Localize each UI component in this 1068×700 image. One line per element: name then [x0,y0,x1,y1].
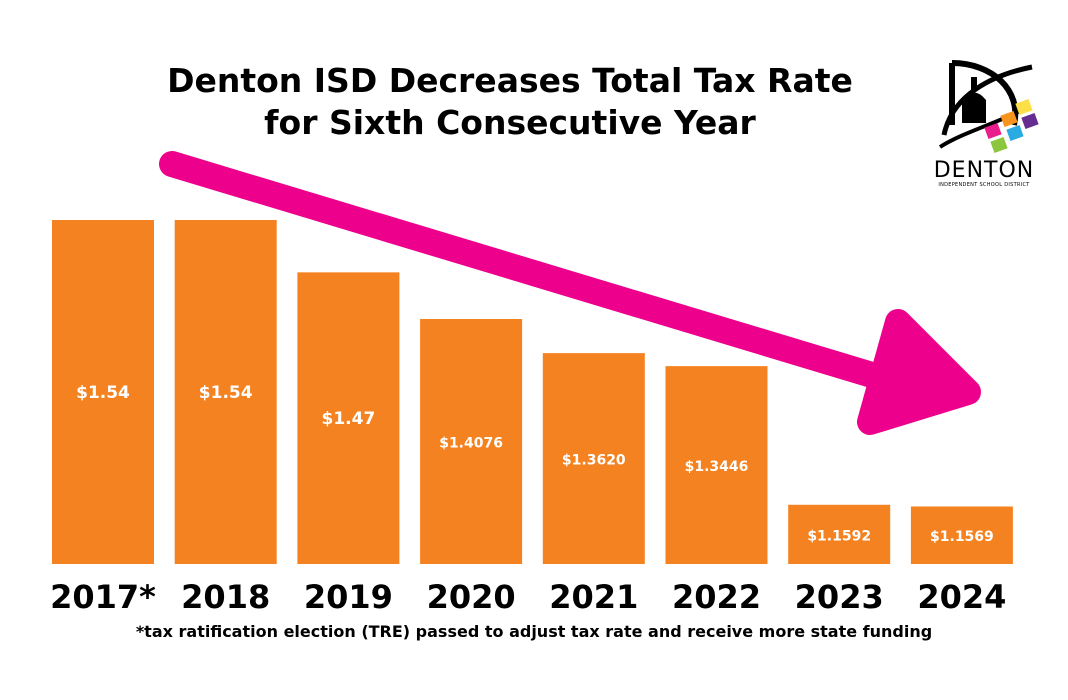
bar-2021 [542,353,645,564]
bar-value-label: $1.3446 [685,459,749,475]
x-tick-label: 2021 [549,578,638,616]
bar-value-label: $1.1569 [930,529,994,545]
trend-arrow-head [857,309,981,435]
chart-title-line1: Denton ISD Decreases Total Tax Rate [167,61,853,100]
chart-title: Denton ISD Decreases Total Tax Rate for … [120,60,900,144]
bar-value-label: $1.3620 [562,453,626,469]
bars-layer [52,220,1013,564]
bar-2024 [910,506,1013,564]
trend-arrow-shaft [159,151,918,398]
bar-value-label: $1.54 [76,383,130,403]
logo-subtitle: INDEPENDENT SCHOOL DISTRICT [938,182,1030,188]
x-tick-label: 2023 [795,578,884,616]
chart-title-line2: for Sixth Consecutive Year [264,103,756,142]
bar-value-label: $1.47 [322,409,376,429]
bar-2020 [420,319,523,564]
bar-2018 [174,220,277,564]
bar-value-label: $1.4076 [439,436,503,452]
bar-value-label: $1.1592 [807,528,871,544]
x-tick-label: 2017* [50,578,156,616]
x-tick-label: 2024 [917,578,1006,616]
logo-wordmark: DENTON [933,158,1035,183]
bar-2022 [665,366,768,564]
labels-layer: $1.54 2017* $1.54 2018 $1.47 2019 $1.4076 2020 $… [50,383,1006,616]
bar-2019 [297,272,400,564]
x-tick-label: 2022 [672,578,761,616]
denton-isd-logo-icon [938,60,1039,154]
footnote: *tax ratification election (TRE) passed … [135,622,933,641]
bar-2017 [52,220,154,564]
bar-value-label: $1.54 [199,383,253,403]
bar-2023 [788,504,891,564]
x-tick-label: 2020 [427,578,516,616]
x-tick-label: 2019 [304,578,393,616]
x-tick-label: 2018 [181,578,270,616]
trend-arrow [159,151,981,435]
